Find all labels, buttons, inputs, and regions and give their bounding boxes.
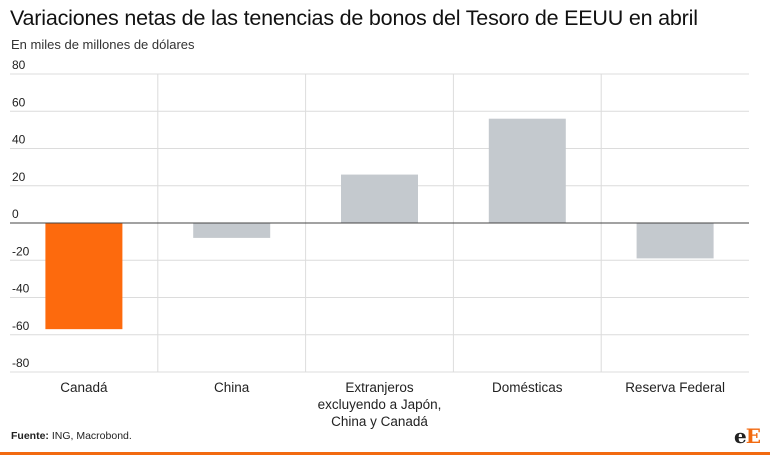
category-label: Reserva Federal: [625, 380, 725, 395]
source-text: ING, Macrobond.: [48, 430, 132, 442]
category-label: China y Canadá: [331, 414, 428, 429]
bar: [45, 223, 123, 330]
y-tick-label: -20: [12, 244, 30, 258]
y-tick-label: -80: [12, 356, 30, 370]
logo-lower: e: [734, 424, 747, 448]
chart-title: Variaciones netas de las tenencias de bo…: [10, 6, 698, 30]
source-label: Fuente:: [11, 430, 49, 442]
y-tick-label: 60: [12, 95, 26, 109]
bar: [636, 223, 714, 259]
bar: [488, 118, 566, 223]
category-label: Canadá: [60, 380, 108, 395]
y-tick-label: 40: [12, 133, 26, 147]
category-label: Extranjeros: [345, 380, 414, 395]
y-tick-label: 20: [12, 170, 26, 184]
bar: [193, 223, 271, 238]
y-tick-label: -40: [12, 282, 30, 296]
logo-upper: E: [745, 424, 761, 448]
y-tick-label: 0: [12, 207, 19, 221]
y-tick-label: -60: [12, 319, 30, 333]
source-note: Fuente: ING, Macrobond.: [11, 430, 132, 442]
category-label: China: [214, 380, 250, 395]
category-label: excluyendo a Japón,: [318, 397, 442, 412]
bar: [341, 174, 418, 223]
bottom-accent-bar: [0, 452, 770, 455]
chart-subtitle: En miles de millones de dólares: [11, 37, 195, 52]
category-label: Domésticas: [492, 380, 563, 395]
y-tick-label: 80: [12, 58, 26, 72]
publisher-logo: eE: [734, 424, 761, 448]
